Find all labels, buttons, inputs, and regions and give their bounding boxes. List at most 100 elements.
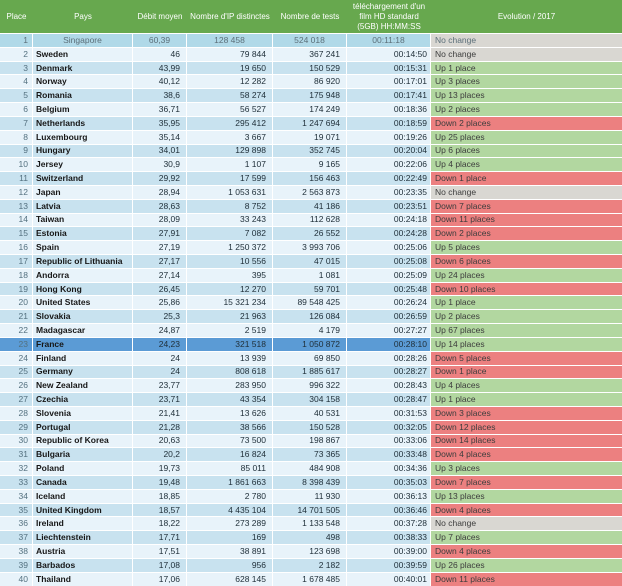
place-cell: 21	[0, 309, 33, 324]
speed-cell: 29,92	[133, 171, 187, 185]
test-count-cell: 150 528	[273, 419, 347, 434]
test-count-cell: 86 920	[273, 74, 347, 89]
column-header-ips: Nombre d'IP distinctes	[187, 0, 273, 33]
test-count-cell: 156 463	[273, 171, 347, 185]
download-time-cell: 00:38:33	[347, 530, 431, 545]
download-time-cell: 00:28:43	[347, 378, 431, 393]
download-time-cell: 00:23:35	[347, 184, 431, 199]
ip-count-cell: 1 861 663	[187, 475, 273, 489]
country-cell: Iceland	[33, 488, 133, 503]
evolution-cell: Up 6 places	[431, 143, 622, 158]
country-cell: Taiwan	[33, 212, 133, 227]
country-cell: Hong Kong	[33, 281, 133, 296]
speed-cell: 21,41	[133, 405, 187, 420]
place-cell: 34	[0, 488, 33, 503]
test-count-cell: 484 908	[273, 461, 347, 475]
ip-count-cell: 56 527	[187, 102, 273, 116]
download-time-cell: 00:34:36	[347, 461, 431, 475]
test-count-cell: 59 701	[273, 281, 347, 296]
speed-cell: 18,22	[133, 516, 187, 531]
download-time-cell: 00:28:27	[347, 364, 431, 379]
ip-count-cell: 295 412	[187, 115, 273, 130]
table-row: 30 Republic of Korea 20,63 73 500 198 867 00:…	[0, 433, 622, 448]
speed-cell: 60,39	[133, 33, 187, 47]
table-row: 16 Spain 27,19 1 250 372 3 993 706 00:25:06 Up…	[0, 240, 622, 254]
speed-cell: 28,94	[133, 184, 187, 199]
table-row: 21 Slovakia 25,3 21 963 126 084 00:26:59 Up 2 …	[0, 309, 622, 324]
place-cell: 26	[0, 378, 33, 393]
download-time-cell: 00:24:18	[347, 212, 431, 227]
country-cell: Thailand	[33, 571, 133, 586]
evolution-cell: Down 2 places	[431, 226, 622, 241]
place-cell: 32	[0, 461, 33, 475]
country-cell: Germany	[33, 364, 133, 379]
evolution-cell: Down 4 places	[431, 544, 622, 558]
evolution-cell: Down 14 places	[431, 433, 622, 448]
country-cell: Andorra	[33, 267, 133, 282]
place-cell: 11	[0, 171, 33, 185]
test-count-cell: 1 885 617	[273, 364, 347, 379]
evolution-cell: Up 5 places	[431, 240, 622, 254]
test-count-cell: 11 930	[273, 488, 347, 503]
table-body: 1 Singapore 60,39 128 458 524 018 00:11:18 No …	[0, 33, 622, 586]
speed-cell: 17,06	[133, 571, 187, 586]
speed-cell: 17,08	[133, 557, 187, 572]
country-cell: Czechia	[33, 392, 133, 406]
evolution-cell: Up 2 places	[431, 309, 622, 324]
speed-cell: 38,6	[133, 88, 187, 103]
speed-cell: 24	[133, 350, 187, 365]
download-time-cell: 00:27:27	[347, 323, 431, 337]
place-cell: 17	[0, 254, 33, 268]
download-time-cell: 00:17:01	[347, 74, 431, 89]
download-time-cell: 00:14:50	[347, 46, 431, 61]
speed-cell: 20,63	[133, 433, 187, 448]
download-time-cell: 00:11:18	[347, 33, 431, 47]
place-cell: 5	[0, 88, 33, 103]
test-count-cell: 1 133 548	[273, 516, 347, 531]
test-count-cell: 498	[273, 530, 347, 545]
test-count-cell: 175 948	[273, 88, 347, 103]
country-cell: Slovakia	[33, 309, 133, 324]
download-time-cell: 00:33:48	[347, 447, 431, 462]
download-time-cell: 00:36:46	[347, 502, 431, 517]
table-row: 9 Hungary 34,01 129 898 352 745 00:20:04 Up 6 …	[0, 143, 622, 158]
test-count-cell: 150 529	[273, 60, 347, 75]
ip-count-cell: 38 566	[187, 419, 273, 434]
table-row: 19 Hong Kong 26,45 12 270 59 701 00:25:48 Down…	[0, 281, 622, 296]
table-row: 13 Latvia 28,63 8 752 41 186 00:23:51 Down 7 p…	[0, 198, 622, 213]
country-cell: Barbados	[33, 557, 133, 572]
download-time-cell: 00:17:41	[347, 88, 431, 103]
test-count-cell: 1 678 485	[273, 571, 347, 586]
ip-count-cell: 16 824	[187, 447, 273, 462]
speed-cell: 25,3	[133, 309, 187, 324]
ip-count-cell: 38 891	[187, 544, 273, 558]
test-count-cell: 126 084	[273, 309, 347, 324]
place-cell: 9	[0, 143, 33, 158]
table-row: 35 United Kingdom 18,57 4 435 104 14 701 505…	[0, 502, 622, 517]
table-row: 8 Luxembourg 35,14 3 667 19 071 00:19:26 Up 25…	[0, 129, 622, 144]
evolution-cell: Down 7 places	[431, 475, 622, 489]
table-row: 22 Madagascar 24,87 2 519 4 179 00:27:27 Up 67…	[0, 323, 622, 337]
speed-cell: 17,51	[133, 544, 187, 558]
speed-cell: 23,77	[133, 378, 187, 393]
ip-count-cell: 13 939	[187, 350, 273, 365]
ip-count-cell: 15 321 234	[187, 295, 273, 310]
country-cell: Ireland	[33, 516, 133, 531]
speed-cell: 17,71	[133, 530, 187, 545]
evolution-cell: Down 4 places	[431, 447, 622, 462]
speed-cell: 24,23	[133, 336, 187, 351]
ip-count-cell: 128 458	[187, 33, 273, 47]
speed-cell: 25,86	[133, 295, 187, 310]
place-cell: 27	[0, 392, 33, 406]
download-time-cell: 00:24:28	[347, 226, 431, 241]
country-cell: Slovenia	[33, 405, 133, 420]
ip-count-cell: 58 274	[187, 88, 273, 103]
speed-cell: 24,87	[133, 323, 187, 337]
country-cell: Denmark	[33, 60, 133, 75]
evolution-cell: No change	[431, 46, 622, 61]
ip-count-cell: 321 518	[187, 336, 273, 351]
test-count-cell: 2 563 873	[273, 184, 347, 199]
ip-count-cell: 956	[187, 557, 273, 572]
country-cell: Romania	[33, 88, 133, 103]
test-count-cell: 73 365	[273, 447, 347, 462]
